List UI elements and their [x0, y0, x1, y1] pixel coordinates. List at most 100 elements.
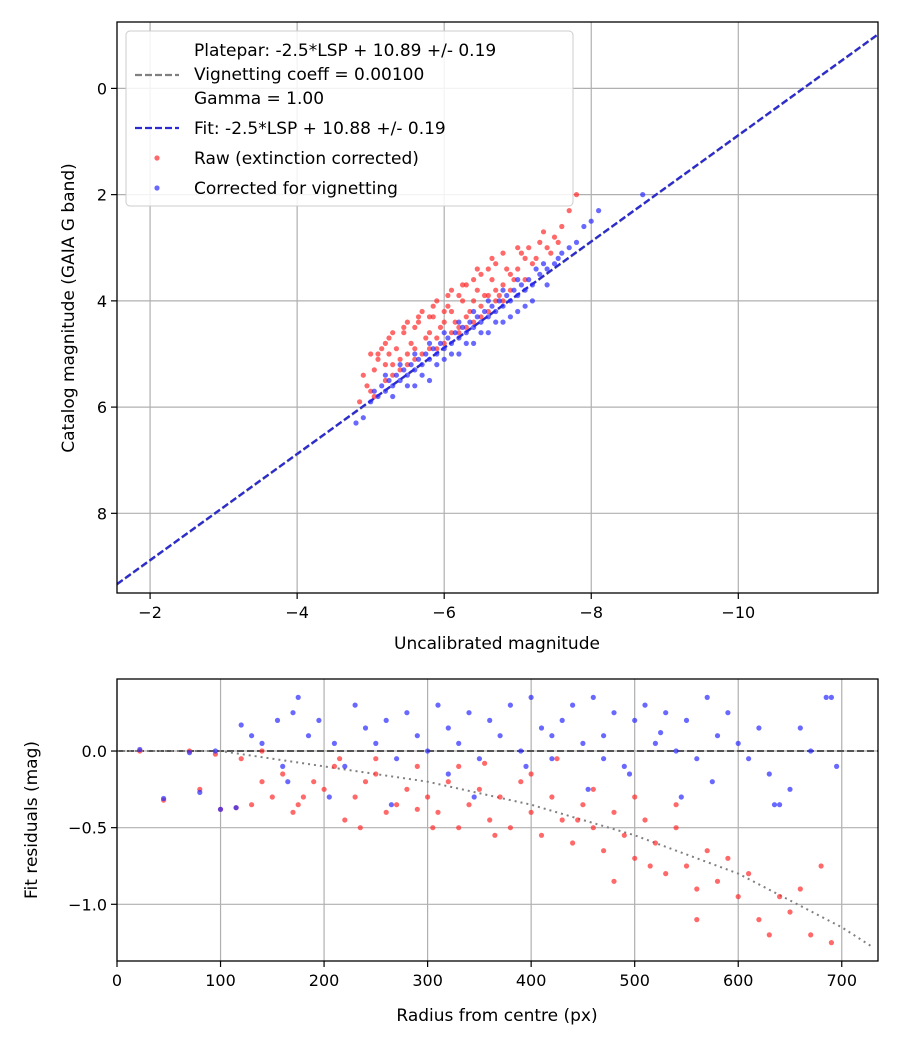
top-point: [471, 308, 477, 315]
top-point: [515, 308, 521, 315]
bottom-point: [611, 809, 617, 815]
fit-lines-top: [117, 33, 878, 586]
bottom-point: [492, 832, 498, 838]
bottom-point: [466, 802, 472, 808]
top-point: [485, 292, 491, 299]
bottom-point: [435, 809, 441, 815]
top-point: [441, 319, 447, 325]
bottom-point: [580, 740, 586, 747]
top-point: [640, 192, 646, 198]
top-point: [500, 282, 506, 288]
top-point: [485, 330, 491, 336]
top-point: [489, 255, 495, 261]
bottom-point: [808, 748, 814, 754]
top-point: [371, 393, 377, 400]
bottom-point: [430, 825, 436, 831]
bottom-point: [787, 786, 793, 792]
top-point: [426, 330, 433, 336]
top-point: [397, 362, 403, 368]
top-point: [478, 303, 484, 309]
bottom-point: [137, 746, 143, 753]
bottom-y-tick-label: −1.0: [68, 895, 107, 914]
bottom-series-1: [137, 694, 840, 812]
top-point: [448, 330, 455, 336]
bottom-point: [642, 702, 648, 708]
top-point: [478, 319, 484, 325]
top-point: [515, 266, 521, 272]
bottom-x-tick-label: 0: [112, 971, 122, 990]
top-point: [375, 351, 381, 357]
bottom-point: [735, 894, 741, 900]
top-point: [448, 351, 455, 357]
bottom-point: [746, 871, 752, 877]
bottom-point: [523, 763, 529, 770]
top-point: [430, 346, 436, 352]
top-point: [452, 319, 458, 325]
bottom-point: [570, 840, 576, 846]
bottom-point: [404, 710, 410, 716]
bottom-point: [652, 840, 659, 846]
top-point: [368, 388, 374, 394]
top-point: [401, 324, 407, 330]
bottom-point: [337, 756, 343, 762]
top-point: [526, 277, 532, 283]
bottom-point: [373, 740, 379, 747]
top-point: [474, 266, 480, 272]
residuals-panel: 0 100 200 300 400 500 600 700 0.0 −0.5 −1.0 Radiu…: [22, 678, 879, 1026]
top-point: [386, 335, 392, 341]
bottom-point: [538, 725, 545, 731]
top-point: [507, 314, 513, 320]
top-point: [412, 346, 418, 352]
top-point: [423, 351, 429, 357]
bottom-point: [590, 786, 596, 792]
bottom-point: [217, 806, 224, 812]
bottom-point: [487, 717, 493, 724]
top-x-tick-label: −4: [285, 603, 309, 622]
bottom-point: [528, 694, 534, 701]
bottom-point: [249, 733, 255, 739]
bottom-point: [714, 733, 721, 739]
legend: Platepar: -2.5*LSP + 10.89 +/- 0.19 Vign…: [125, 30, 574, 207]
top-point: [500, 287, 506, 293]
top-point: [445, 335, 451, 341]
x-axis-label-bottom: Radius from centre (px): [396, 1006, 597, 1026]
top-point: [559, 250, 565, 256]
axes-frame-top: [116, 21, 879, 594]
top-point: [515, 245, 521, 251]
top-point: [390, 362, 396, 368]
bottom-point: [383, 809, 389, 815]
bottom-point: [549, 733, 555, 739]
bottom-point: [766, 932, 772, 938]
top-point: [500, 303, 506, 309]
top-point: [445, 303, 451, 309]
top-point: [533, 255, 539, 261]
top-point: [404, 362, 410, 368]
plot-area-bottom: [117, 679, 878, 961]
top-point: [426, 346, 433, 352]
top-point: [489, 303, 495, 309]
top-point: [437, 324, 444, 330]
legend-vignetting-label: Vignetting coeff = 0.00100: [194, 65, 424, 85]
bottom-point: [549, 794, 555, 800]
bottom-x-tick-label: 700: [826, 971, 857, 990]
top-point: [441, 330, 447, 336]
bottom-point: [445, 779, 451, 785]
top-point: [456, 335, 462, 341]
top-point: [452, 330, 458, 336]
top-point: [478, 330, 484, 336]
top-point: [537, 271, 543, 277]
top-x-tick-label: −6: [432, 603, 456, 622]
top-point: [375, 393, 381, 400]
top-point: [419, 351, 425, 357]
top-point: [426, 356, 433, 362]
bottom-point: [445, 725, 451, 731]
top-point: [415, 356, 422, 362]
top-point: [404, 351, 410, 357]
bottom-point: [487, 817, 493, 823]
bottom-point: [518, 779, 524, 785]
top-point: [415, 319, 422, 325]
bottom-point: [787, 909, 793, 915]
bottom-point: [652, 740, 659, 747]
bottom-point: [259, 779, 265, 785]
